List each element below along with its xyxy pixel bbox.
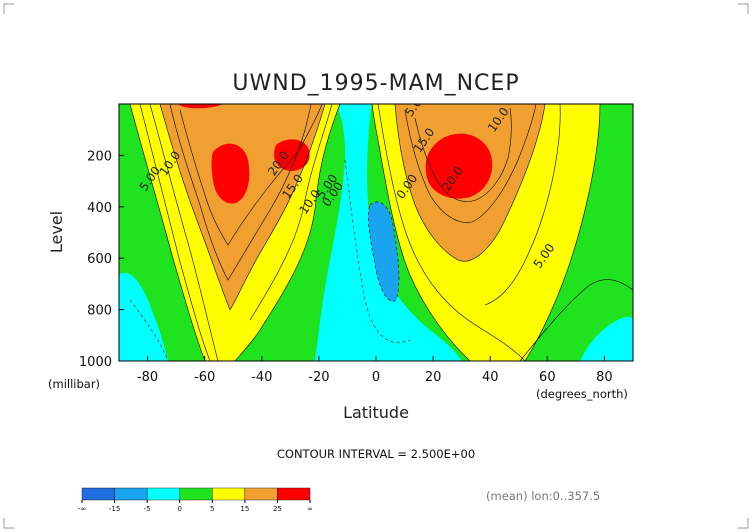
colorbar: -∞ -15 -5 0 5 15 25 ∞ — [78, 487, 313, 513]
colorbar-label: 5 — [210, 505, 214, 513]
y-tick-label: 400 — [87, 201, 112, 216]
x-tick-label: -20 — [308, 370, 329, 385]
x-tick-label: -40 — [251, 370, 272, 385]
colorbar-label: 0 — [177, 505, 181, 513]
y-axis-label: Level — [47, 211, 66, 253]
corner-marks — [3, 3, 749, 529]
contour-lines — [129, 104, 633, 361]
colorbar-swatch — [146, 487, 180, 501]
x-axis-label: Latitude — [343, 403, 409, 422]
jet-south-25-a — [211, 143, 250, 204]
x-axis-ticks: -80 -60 -40 -20 0 20 40 60 80 — [137, 356, 613, 385]
x-tick-label: 80 — [596, 370, 613, 385]
x-tick-label: -80 — [137, 370, 158, 385]
x-tick-label: -60 — [194, 370, 215, 385]
colorbar-swatch — [277, 487, 311, 501]
y-tick-label: 800 — [87, 304, 112, 319]
x-units-label: (degrees_north) — [536, 387, 628, 401]
colorbar-label: 15 — [240, 505, 249, 513]
colorbar-label: ∞ — [307, 505, 313, 513]
colorbar-swatch — [212, 487, 246, 501]
colorbar-swatch — [81, 487, 115, 501]
region-negative-right — [580, 316, 633, 361]
x-tick-label: 20 — [425, 370, 442, 385]
colorbar-swatch — [179, 487, 213, 501]
y-tick-label: 600 — [87, 252, 112, 267]
mean-lon-note: (mean) lon:0..357.5 — [486, 489, 600, 503]
x-tick-label: 60 — [539, 370, 556, 385]
y-tick-label: 1000 — [79, 355, 112, 370]
y-axis-ticks: 200 400 600 800 1000 — [79, 149, 124, 370]
x-tick-label: 40 — [482, 370, 499, 385]
colorbar-label: 25 — [273, 505, 282, 513]
colorbar-swatch — [244, 487, 278, 501]
colorbar-label: -15 — [109, 505, 120, 513]
jet-north-25 — [425, 133, 493, 199]
y-units-label: (millibar) — [48, 377, 100, 391]
contour-lines-dashed — [129, 159, 411, 361]
region-negative-left — [119, 272, 168, 361]
y-tick-label: 200 — [87, 149, 112, 164]
colorbar-label: -5 — [144, 505, 151, 513]
x-tick-label: 0 — [372, 370, 380, 385]
chart-title: UWND_1995-MAM_NCEP — [232, 71, 519, 96]
contour-interval-text: CONTOUR INTERVAL = 2.500E+00 — [277, 447, 475, 461]
region-negative-core — [368, 201, 399, 302]
jet-south-25-top — [178, 104, 222, 109]
colorbar-swatch — [114, 487, 148, 501]
region-negative-center — [315, 104, 462, 361]
colorbar-label: -∞ — [78, 505, 86, 513]
